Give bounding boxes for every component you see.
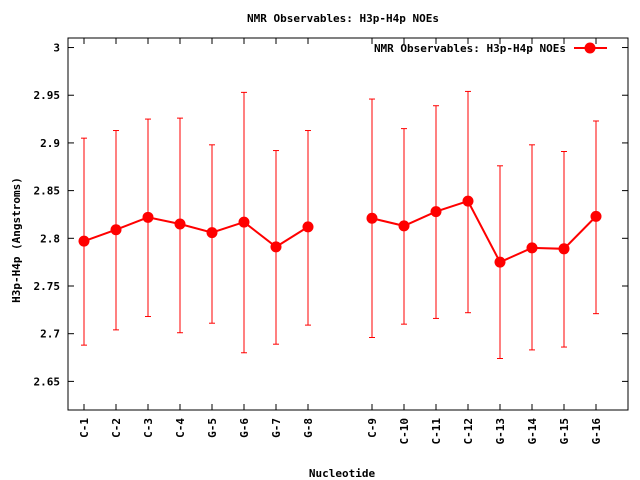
x-tick-label: G-14 <box>526 418 539 445</box>
plot-frame <box>67 37 629 411</box>
x-tick-label: G-13 <box>494 418 507 445</box>
data-point <box>462 195 474 207</box>
data-point <box>590 210 602 222</box>
data-point <box>558 243 570 255</box>
data-point <box>430 206 442 218</box>
y-axis-ticks: 2.65 2.7 2.75 2.8 2.85 2.9 2.95 3 <box>34 42 628 388</box>
chart-title: NMR Observables: H3p-H4p NOEs <box>247 12 439 25</box>
x-tick-label: C-11 <box>430 418 443 445</box>
data-point <box>142 211 154 223</box>
x-tick-label: C-9 <box>366 418 379 438</box>
y-tick-label: 2.9 <box>40 137 60 150</box>
x-tick-label: C-3 <box>142 418 155 438</box>
data-point <box>270 241 282 253</box>
y-tick-label: 2.95 <box>34 89 61 102</box>
series-line <box>83 216 309 249</box>
data-point <box>206 227 218 239</box>
x-tick-label: G-7 <box>270 418 283 438</box>
series-lines <box>83 199 597 264</box>
data-point <box>174 218 186 230</box>
y-tick-label: 2.85 <box>34 185 61 198</box>
x-tick-label: C-12 <box>462 418 475 445</box>
x-tick-label: C-2 <box>110 418 123 438</box>
x-axis-label: Nucleotide <box>309 467 376 480</box>
y-tick-label: 3 <box>53 42 60 55</box>
legend-label: NMR Observables: H3p-H4p NOEs <box>374 42 566 55</box>
x-tick-label: G-6 <box>238 418 251 438</box>
data-point <box>494 256 506 268</box>
y-axis-label: H3p-H4p (Angstroms) <box>10 177 23 303</box>
data-point <box>302 221 314 233</box>
x-tick-label: G-5 <box>206 418 219 438</box>
x-tick-label: G-15 <box>558 418 571 445</box>
x-tick-label: C-1 <box>78 418 91 438</box>
legend-marker-sample <box>584 42 596 54</box>
y-tick-label: 2.7 <box>40 328 60 341</box>
x-tick-label: G-8 <box>302 418 315 438</box>
error-bars <box>81 90 599 359</box>
y-tick-label: 2.75 <box>34 280 61 293</box>
x-axis-ticks: C-1 C-2 C-3 C-4 G-5 G-6 G-7 G-8 C-9 C-10 C-11 C-12 G… <box>78 38 603 445</box>
legend: NMR Observables: H3p-H4p NOEs <box>374 42 607 55</box>
data-point <box>238 216 250 228</box>
data-point <box>398 220 410 232</box>
data-point <box>526 242 538 254</box>
y-tick-label: 2.8 <box>40 232 60 245</box>
x-tick-label: G-16 <box>590 418 603 445</box>
x-tick-label: C-10 <box>398 418 411 445</box>
data-points <box>78 195 602 268</box>
data-point <box>366 212 378 224</box>
y-tick-label: 2.65 <box>34 375 61 388</box>
data-point <box>110 224 122 236</box>
x-tick-label: C-4 <box>174 418 187 438</box>
data-point <box>78 235 90 247</box>
